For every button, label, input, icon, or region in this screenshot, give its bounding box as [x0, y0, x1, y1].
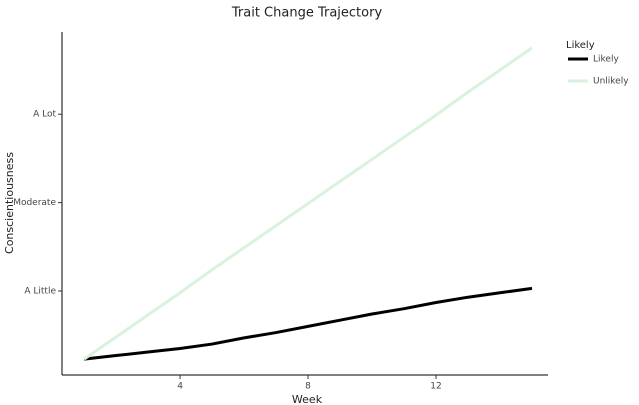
legend-label: Unlikely [593, 77, 629, 87]
x-tick-label: 4 [177, 382, 183, 392]
series-line [83, 286, 533, 361]
y-tick-label: A Lot [33, 110, 56, 120]
legend-title: Likely [566, 40, 595, 51]
chart-title: Trait Change Trajectory [231, 6, 383, 21]
legend-label: Likely [593, 55, 619, 65]
x-axis-label: Week [292, 393, 323, 405]
x-tick-label: 8 [305, 382, 311, 392]
y-axis-label: Conscientiousness [3, 152, 16, 254]
series-line [83, 46, 533, 361]
y-tick-label: Moderate [13, 198, 56, 208]
y-tick-label: A Little [24, 287, 56, 297]
x-tick-label: 12 [430, 382, 441, 392]
